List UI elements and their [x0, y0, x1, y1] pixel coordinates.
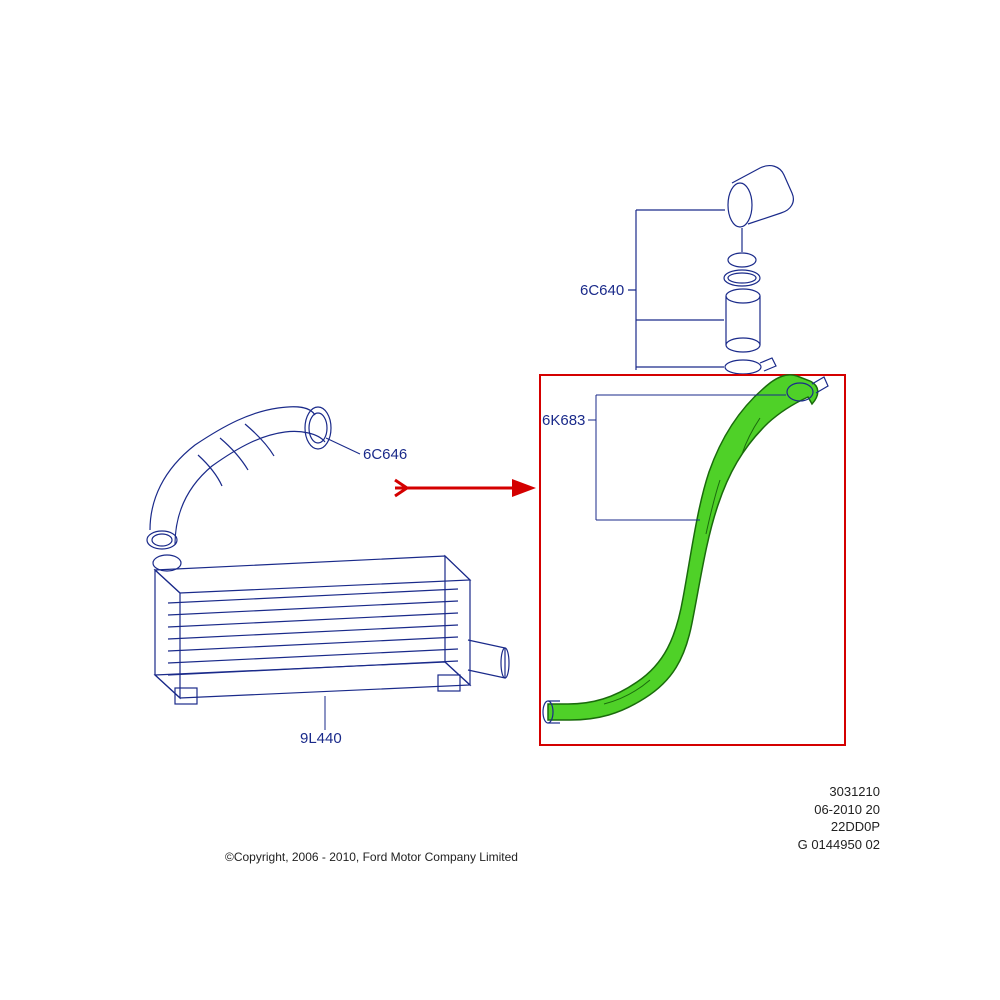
- hose-6C646: [147, 407, 331, 549]
- hose-6K683: [543, 375, 828, 723]
- diagram-metadata: 3031210 06-2010 20 22DD0P G 0144950 02: [798, 783, 880, 853]
- label-9L440: 9L440: [300, 730, 342, 747]
- copyright-text: ©Copyright, 2006 - 2010, Ford Motor Comp…: [225, 850, 518, 864]
- meta-line: 3031210: [798, 783, 880, 801]
- meta-line: G 0144950 02: [798, 836, 880, 854]
- intercooler-9L440: [153, 555, 509, 704]
- label-6K683: 6K683: [542, 412, 585, 429]
- label-6C646: 6C646: [363, 446, 407, 463]
- assembly-6C640: [628, 166, 793, 374]
- label-6C640: 6C640: [580, 282, 624, 299]
- meta-line: 06-2010 20: [798, 801, 880, 819]
- meta-line: 22DD0P: [798, 818, 880, 836]
